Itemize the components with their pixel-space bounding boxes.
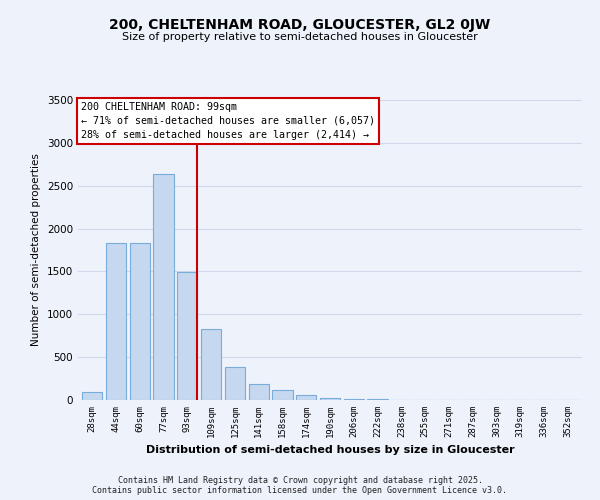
Bar — [82, 392, 103, 400]
Bar — [272, 390, 293, 400]
X-axis label: Distribution of semi-detached houses by size in Gloucester: Distribution of semi-detached houses by … — [146, 446, 514, 456]
Text: 200 CHELTENHAM ROAD: 99sqm
← 71% of semi-detached houses are smaller (6,057)
28%: 200 CHELTENHAM ROAD: 99sqm ← 71% of semi… — [80, 102, 374, 140]
Bar — [154, 174, 173, 400]
Bar — [248, 384, 269, 400]
Bar — [296, 395, 316, 400]
Bar — [320, 398, 340, 400]
Bar — [201, 329, 221, 400]
Bar — [177, 272, 197, 400]
Bar — [225, 366, 245, 400]
Text: Contains HM Land Registry data © Crown copyright and database right 2025.
Contai: Contains HM Land Registry data © Crown c… — [92, 476, 508, 495]
Text: Size of property relative to semi-detached houses in Gloucester: Size of property relative to semi-detach… — [122, 32, 478, 42]
Bar — [106, 243, 126, 400]
Bar — [130, 243, 150, 400]
Y-axis label: Number of semi-detached properties: Number of semi-detached properties — [31, 154, 41, 346]
Text: 200, CHELTENHAM ROAD, GLOUCESTER, GL2 0JW: 200, CHELTENHAM ROAD, GLOUCESTER, GL2 0J… — [109, 18, 491, 32]
Bar — [344, 398, 364, 400]
